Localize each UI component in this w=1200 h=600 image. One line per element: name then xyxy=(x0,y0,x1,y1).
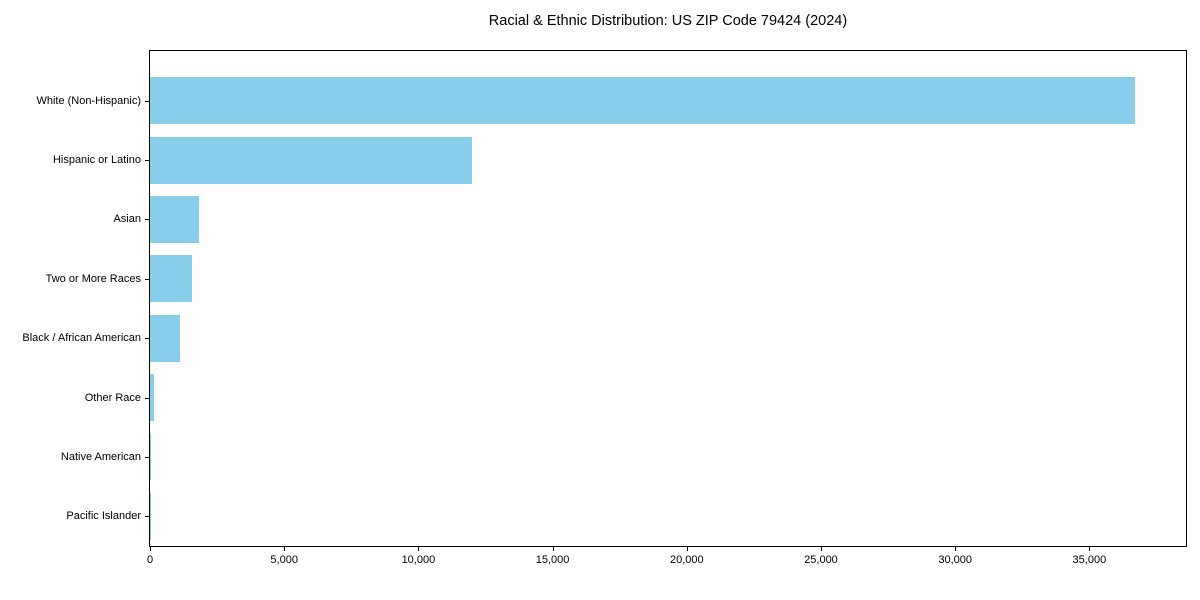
bar-hispanic-or-latino xyxy=(150,136,473,184)
bar-white-non-hispanic xyxy=(150,77,1135,125)
x-tick-20000 xyxy=(686,546,688,551)
x-tick-label-0: 0 xyxy=(146,554,154,566)
y-tick-black-african-american xyxy=(145,338,150,340)
bar-two-or-more-races xyxy=(150,255,192,303)
chart-title: Racial & Ethnic Distribution: US ZIP Cod… xyxy=(488,13,848,29)
x-tick-label-25000: 25,000 xyxy=(804,554,838,566)
x-tick-5000 xyxy=(284,546,286,551)
x-tick-0 xyxy=(150,546,151,551)
x-tick-label-20000: 20,000 xyxy=(669,554,704,566)
x-tick-label-30000: 30,000 xyxy=(938,554,972,566)
y-axis-label-pacific-islander: Pacific Islander xyxy=(66,510,141,523)
y-tick-asian xyxy=(145,219,150,221)
x-tick-35000 xyxy=(1089,546,1091,551)
plot-area: White (Non-Hispanic) Hispanic or Latino As… xyxy=(22,50,1187,566)
y-axis-label-other-race: Other Race xyxy=(84,391,141,404)
x-tick-25000 xyxy=(820,546,822,551)
x-tick-30000 xyxy=(955,546,957,551)
y-axis-label-white-non-hispanic: White (Non-Hispanic) xyxy=(36,94,141,107)
y-axis-label-hispanic-or-latino: Hispanic or Latino xyxy=(52,154,141,167)
y-axis-label-black-african-american: Black / African American xyxy=(22,332,141,345)
y-axis-label-asian: Asian xyxy=(113,213,141,226)
x-tick-label-35000: 35,000 xyxy=(1072,554,1107,566)
y-tick-hispanic-or-latino xyxy=(145,160,150,162)
bar-other-race xyxy=(150,374,155,422)
y-tick-two-or-more-races xyxy=(145,278,150,280)
x-tick-10000 xyxy=(418,546,420,551)
bar-native-american xyxy=(150,433,152,481)
x-tick-label-10000: 10,000 xyxy=(401,554,436,566)
y-tick-native-american xyxy=(145,456,150,458)
x-tick-label-15000: 15,000 xyxy=(535,554,570,566)
bar-black-african-american xyxy=(150,314,181,362)
x-tick-15000 xyxy=(552,546,554,551)
x-tick-label-5000: 5,000 xyxy=(270,554,298,566)
bar-asian xyxy=(150,195,200,243)
y-tick-pacific-islander xyxy=(145,516,150,518)
y-tick-other-race xyxy=(145,397,150,399)
y-axis-label-native-american: Native American xyxy=(60,450,141,463)
y-tick-white-non-hispanic xyxy=(145,100,150,102)
y-axis-label-two-or-more-races: Two or More Races xyxy=(45,272,141,285)
